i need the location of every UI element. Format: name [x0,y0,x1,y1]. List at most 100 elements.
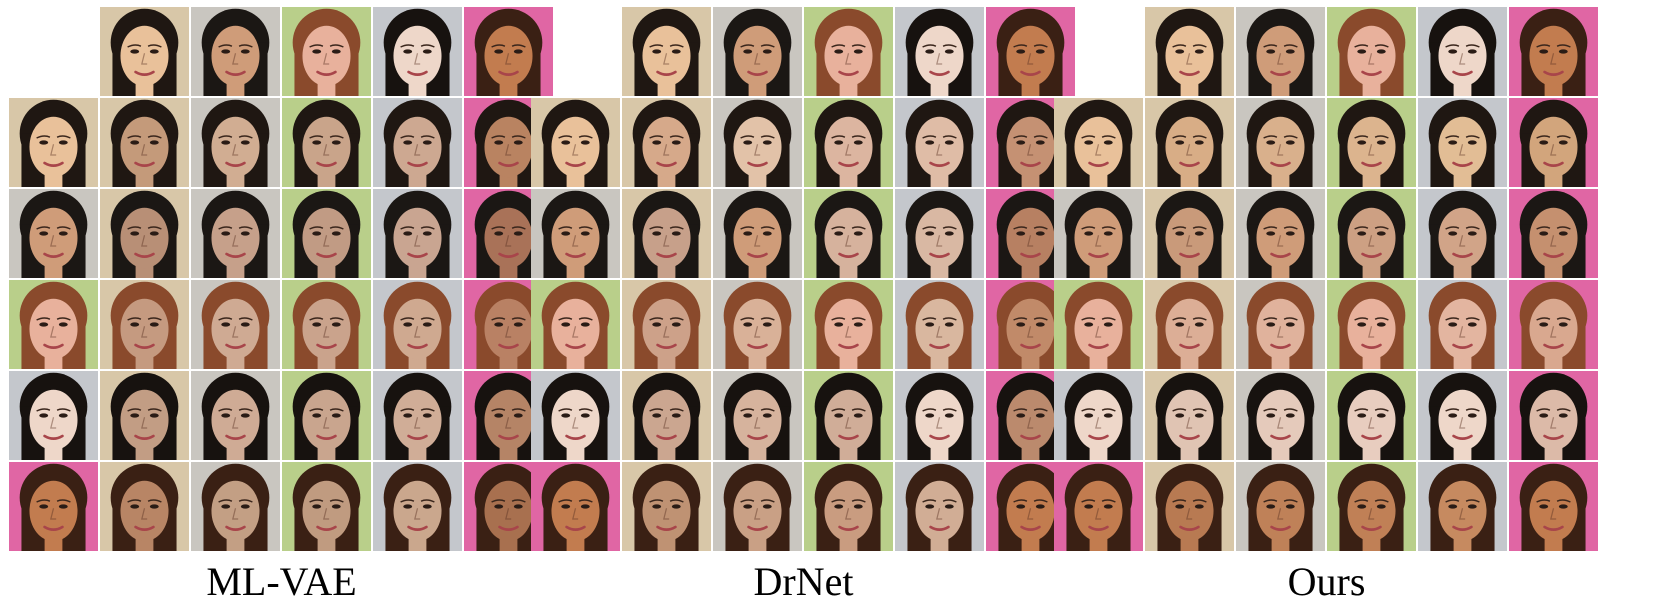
generated-face-image [895,98,984,187]
face-image [191,280,280,369]
face-image [804,189,893,278]
face-image [464,371,553,460]
generated-face-image [1145,371,1234,460]
generated-face-image [1509,371,1598,460]
face-image [9,189,98,278]
generated-face-image [895,462,984,551]
generated-face-image [1236,371,1325,460]
face-image [895,462,984,551]
generated-face-image [1418,98,1507,187]
face-image [100,462,189,551]
face-image [373,189,462,278]
face-image [1327,189,1416,278]
generated-face-image [282,189,371,278]
generated-face-image [1327,280,1416,369]
face-image [100,189,189,278]
face-image [1145,371,1234,460]
face-image [464,280,553,369]
generated-face-image [986,189,1075,278]
face-image [100,98,189,187]
face-image [713,7,802,96]
subject-reference-image [1509,7,1598,96]
face-image [1236,98,1325,187]
face-image [1054,280,1143,369]
generated-face-image [282,371,371,460]
generated-face-image [100,98,189,187]
face-image [9,98,98,187]
face-image [1327,98,1416,187]
generated-face-image [191,371,280,460]
generated-face-image [895,189,984,278]
generated-face-image [713,189,802,278]
subject-reference-image [622,7,711,96]
generated-face-image [1509,98,1598,187]
source-reference-image [1054,98,1143,187]
face-image [1327,280,1416,369]
face-image [986,7,1075,96]
generated-face-image [622,280,711,369]
face-image [1145,462,1234,551]
generated-face-image [1327,98,1416,187]
generated-face-image [713,280,802,369]
face-image [282,462,371,551]
face-image [1145,7,1234,96]
face-image [895,98,984,187]
generated-face-image [100,280,189,369]
generated-face-image [1145,462,1234,551]
face-image [895,280,984,369]
face-image [1418,280,1507,369]
generated-face-image [895,280,984,369]
subject-reference-image [713,7,802,96]
source-reference-image [9,371,98,460]
subject-reference-image [373,7,462,96]
source-reference-image [1054,280,1143,369]
face-image [1509,462,1598,551]
generated-face-image [464,280,553,369]
face-image [373,7,462,96]
generated-face-image [1236,462,1325,551]
face-image [1418,462,1507,551]
face-image [373,371,462,460]
face-image [713,189,802,278]
subject-reference-image [804,7,893,96]
face-image [895,371,984,460]
comparison-panel [531,7,1076,553]
face-image [191,371,280,460]
face-image [622,371,711,460]
face-image [1327,7,1416,96]
generated-face-image [464,371,553,460]
face-image [1236,189,1325,278]
generated-face-image [1509,462,1598,551]
face-image [1509,371,1598,460]
source-reference-image [9,189,98,278]
face-image [531,189,620,278]
subject-reference-image [895,7,984,96]
generated-face-image [1509,280,1598,369]
face-image [191,98,280,187]
face-image [464,7,553,96]
generated-face-image [622,371,711,460]
face-image [986,462,1075,551]
generated-face-image [622,189,711,278]
generated-face-image [191,189,280,278]
face-image [1054,371,1143,460]
generated-face-image [1145,98,1234,187]
face-image [713,371,802,460]
source-reference-image [531,280,620,369]
face-image [713,462,802,551]
generated-face-image [373,98,462,187]
generated-face-image [191,280,280,369]
panel-caption: DrNet [753,559,854,604]
face-image [804,7,893,96]
face-image [986,189,1075,278]
panel-caption: ML-VAE [206,559,357,604]
face-image [9,462,98,551]
generated-face-image [804,462,893,551]
face-image [713,280,802,369]
source-reference-image [9,280,98,369]
source-reference-image [1054,462,1143,551]
source-reference-image [531,462,620,551]
face-image [1509,280,1598,369]
generated-face-image [622,98,711,187]
generated-face-image [986,462,1075,551]
